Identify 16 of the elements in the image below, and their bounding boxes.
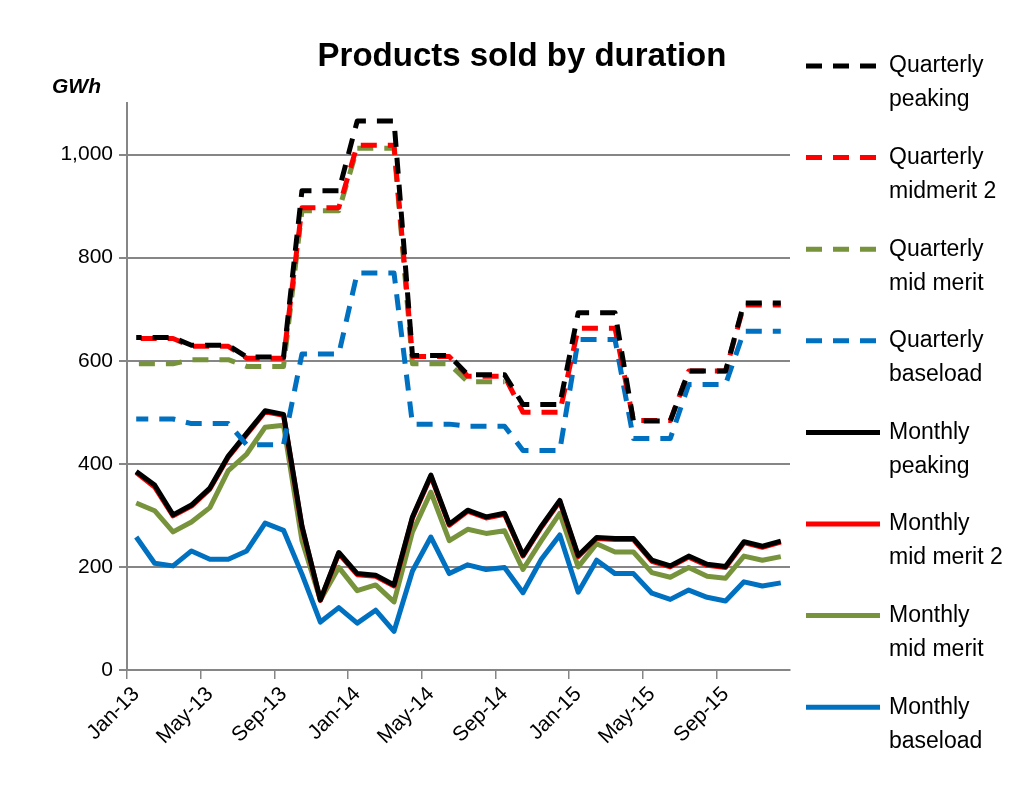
legend-label: Monthly mid merit 2 — [889, 509, 1003, 570]
legend-label: Quarterly baseload — [889, 326, 985, 387]
y-tick-label: 200 — [77, 553, 113, 577]
y-tick-label: 800 — [77, 244, 113, 268]
chart-title: Products sold by duration — [317, 36, 727, 74]
legend-label: Quarterly peaking — [889, 51, 985, 112]
y-tick-label: 600 — [77, 347, 113, 371]
legend-label: Quarterly midmerit 2 — [889, 142, 997, 203]
legend-label: Monthly peaking — [889, 417, 971, 478]
y-tick-label: 400 — [77, 450, 113, 474]
y-tick-label: 1,000 — [60, 141, 113, 165]
y-tick-label: 0 — [101, 656, 113, 680]
legend-label: Monthly mid merit — [889, 600, 985, 661]
legend-label: Quarterly mid merit — [889, 234, 985, 295]
legend-label: Monthly baseload — [889, 692, 983, 753]
y-axis-title: GWh — [52, 73, 101, 97]
